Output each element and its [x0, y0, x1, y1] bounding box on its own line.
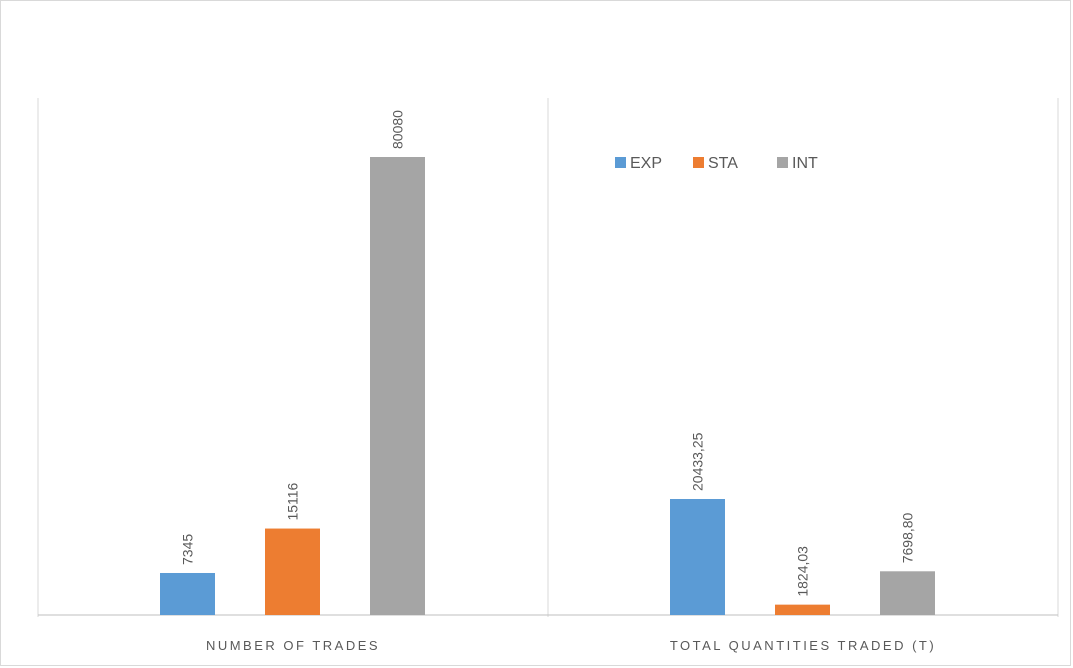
data-labels: 7345 15116 80080 20433,25 1824,03 7698,80: [180, 110, 916, 597]
legend-item-exp: EXP: [615, 155, 662, 172]
bar-exp-0: [160, 572, 215, 615]
bars: [160, 157, 935, 615]
bar-int-0: [370, 157, 425, 615]
bar-sta-1: [775, 604, 830, 615]
legend-swatch-sta: [693, 157, 704, 168]
category-label-0: NUMBER OF TRADES: [206, 638, 380, 653]
legend: EXP STA INT: [615, 155, 818, 172]
data-label-int-1: 7698,80: [900, 512, 916, 563]
legend-label-sta: STA: [708, 155, 738, 172]
legend-item-sta: STA: [693, 155, 738, 172]
legend-label-exp: EXP: [630, 155, 662, 172]
legend-swatch-exp: [615, 157, 626, 168]
data-label-sta-1: 1824,03: [795, 546, 811, 597]
bar-exp-1: [670, 499, 725, 615]
category-label-1: TOTAL QUANTITIES TRADED (T): [670, 638, 936, 653]
bar-int-1: [880, 571, 935, 615]
legend-label-int: INT: [792, 155, 818, 172]
legend-swatch-int: [777, 157, 788, 168]
legend-item-int: INT: [777, 155, 818, 172]
data-label-exp-1: 20433,25: [690, 432, 706, 491]
bar-sta-0: [265, 528, 320, 615]
data-label-exp-0: 7345: [180, 534, 196, 565]
data-label-int-0: 80080: [390, 110, 406, 149]
data-label-sta-0: 15116: [285, 482, 301, 520]
category-labels: NUMBER OF TRADES TOTAL QUANTITIES TRADED …: [206, 638, 936, 653]
